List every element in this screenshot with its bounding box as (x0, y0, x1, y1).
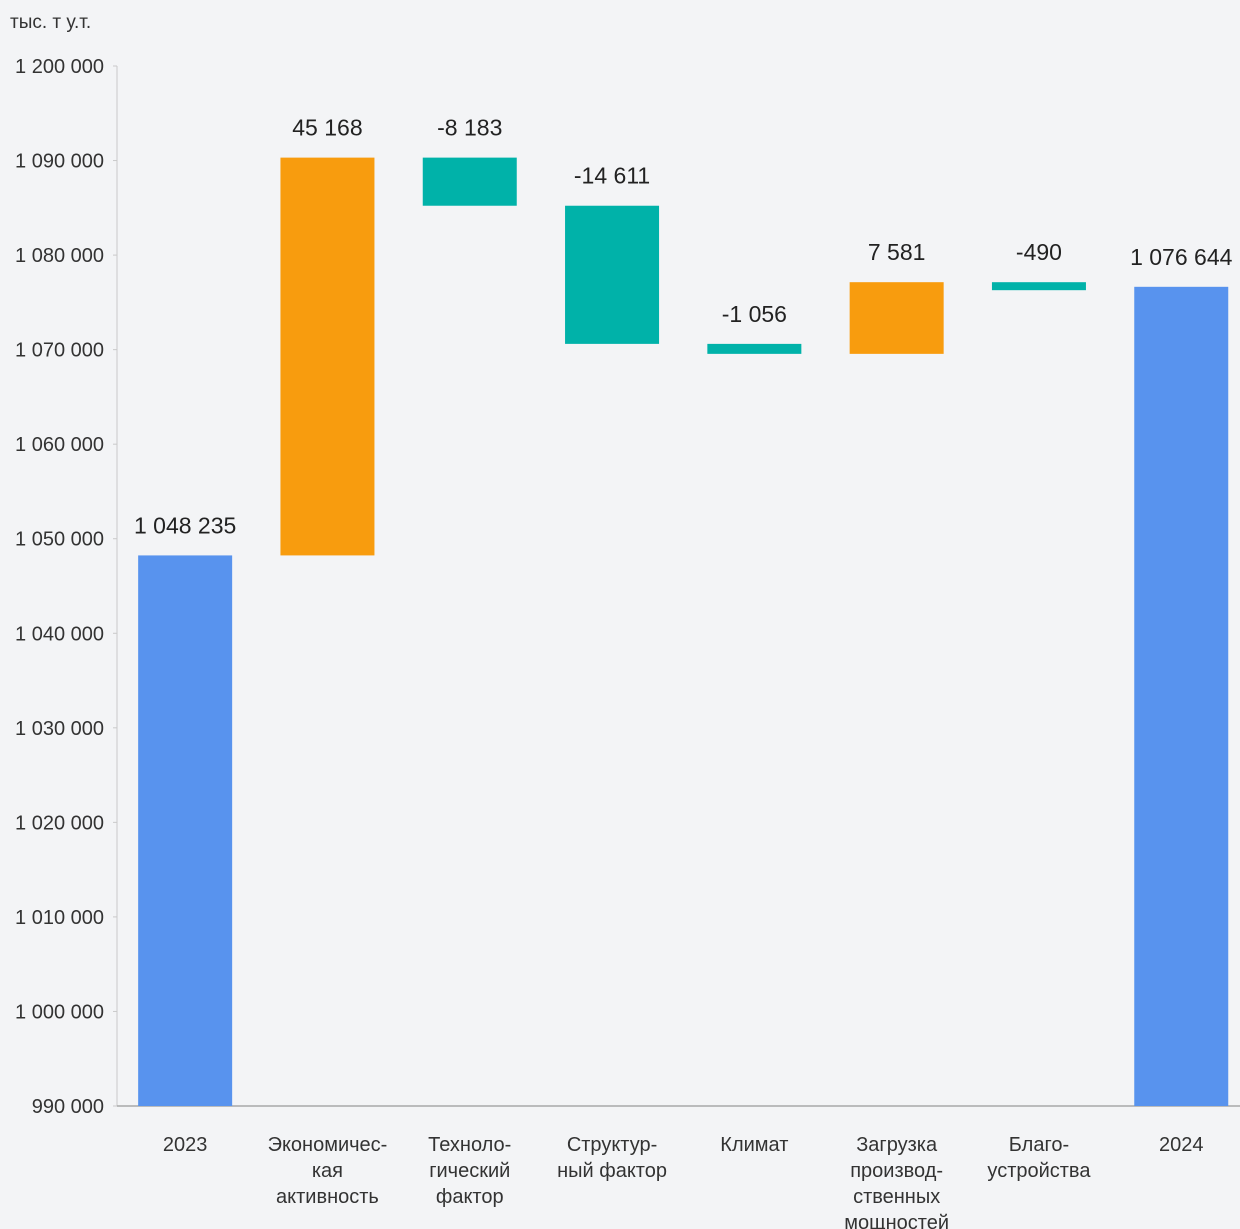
x-tick-label-line: Загрузка (856, 1134, 938, 1156)
x-tick-label: Структур-ный фактор (557, 1134, 667, 1182)
y-tick-label: 1 010 000 (15, 907, 104, 929)
x-tick-label: Техноло-гический фактор (428, 1134, 511, 1208)
x-tick-label-line: ный фактор (557, 1160, 667, 1182)
y-axis-unit-label: тыс. т у.т. (10, 12, 91, 33)
bars (138, 157, 1229, 1106)
x-tick-label-line: Экономичес- (268, 1134, 388, 1156)
bar (422, 157, 517, 206)
bar (991, 282, 1086, 291)
x-tick-label-line: Структур- (567, 1134, 657, 1156)
x-tick-label: Загрузка производ-ственных мощностей (844, 1134, 949, 1229)
x-tick-label-line: гический (429, 1160, 510, 1182)
x-tick-label: Благо-устройства (987, 1134, 1091, 1182)
y-tick-label: 1 200 000 (15, 56, 104, 78)
x-tick-label-line: Благо- (1009, 1134, 1069, 1156)
bar (1134, 286, 1229, 1106)
x-tick-label: 2023 (163, 1134, 208, 1156)
x-tick-label-line: 2024 (1159, 1134, 1204, 1156)
data-label: 7 581 (868, 239, 926, 265)
data-label: -490 (1016, 239, 1062, 265)
y-tick-label: 1 040 000 (15, 623, 104, 645)
x-tick-label: 2024 (1159, 1134, 1204, 1156)
bar (565, 205, 660, 344)
y-tick-label: 1 070 000 (15, 340, 104, 362)
x-tick-label: Климат (720, 1134, 788, 1156)
x-tick-label-line: устройства (987, 1160, 1091, 1182)
y-tick-label: 1 080 000 (15, 245, 104, 267)
x-tick-label-line: производ- (850, 1160, 943, 1182)
y-tick-label: 1 000 000 (15, 1001, 104, 1023)
y-tick-label: 1 030 000 (15, 718, 104, 740)
x-tick-label-line: фактор (436, 1186, 504, 1208)
x-tick-label-line: мощностей (844, 1212, 949, 1229)
y-tick-label: 990 000 (32, 1096, 104, 1118)
x-axis-labels: 2023 Экономичес-кая активность Техноло-гиче… (163, 1134, 1204, 1229)
data-label: -8 183 (437, 115, 502, 141)
data-label: 1 076 644 (1130, 244, 1233, 270)
x-tick-label-line: 2023 (163, 1134, 208, 1156)
data-label: -1 056 (722, 301, 787, 327)
bar (707, 343, 802, 354)
y-tick-label: 1 090 000 (15, 151, 104, 173)
y-tick-label: 1 060 000 (15, 434, 104, 456)
bar (138, 555, 233, 1106)
x-tick-label-line: ственных (853, 1186, 940, 1208)
y-tick-label: 1 050 000 (15, 529, 104, 551)
data-label: -14 611 (574, 163, 650, 189)
x-tick-label: Экономичес-кая активность (268, 1134, 388, 1208)
x-tick-label-line: Техноло- (428, 1134, 511, 1156)
data-label: 1 048 235 (134, 512, 236, 538)
bar (280, 157, 375, 556)
x-tick-label-line: кая (312, 1160, 343, 1182)
bar (849, 282, 944, 354)
data-label: 45 168 (292, 115, 362, 141)
y-axis: 990 000 1 000 000 1 010 000 1 020 000 1 030 … (15, 56, 1240, 1118)
data-labels: 1 048 235 45 168 -8 183 -14 611 -1 056 7 581 -… (134, 115, 1233, 539)
x-tick-label-line: Климат (720, 1134, 788, 1156)
x-tick-label-line: активность (276, 1186, 379, 1208)
y-tick-label: 1 020 000 (15, 812, 104, 834)
